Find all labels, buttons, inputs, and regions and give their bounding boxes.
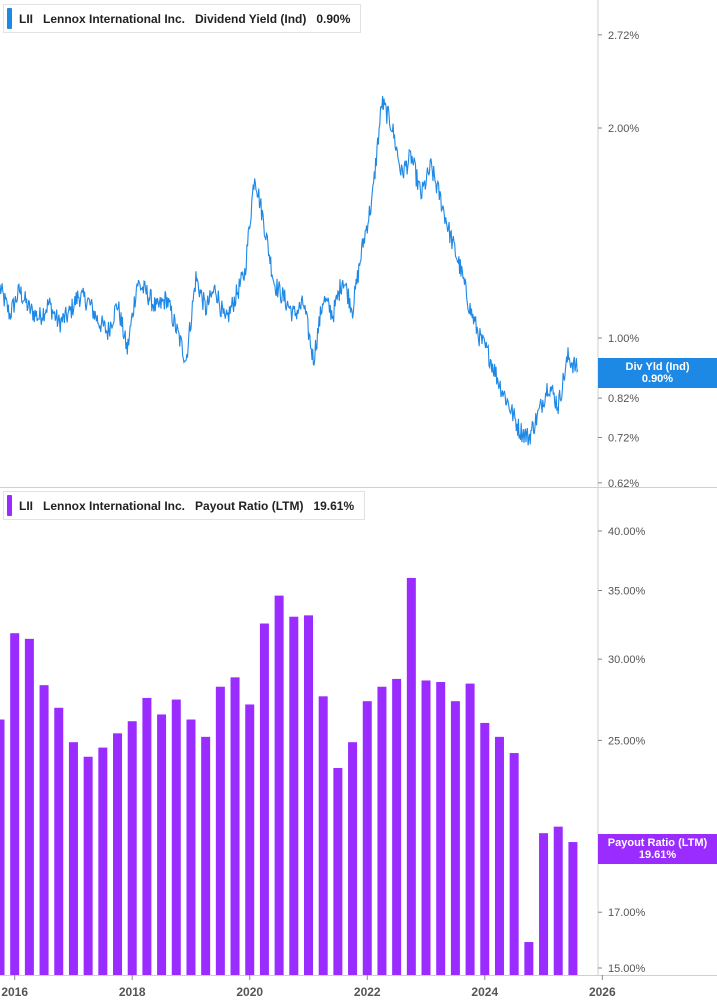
payout-bar [186,719,196,975]
x-tick-label: 2016 [1,985,28,999]
payout-swatch [7,495,12,516]
payout-bar [436,682,446,975]
payout-bar [303,615,313,975]
payout-bar [201,736,211,975]
payout-tag-label: Payout Ratio (LTM) [607,837,708,849]
payout-bar [480,722,490,975]
yield-tag-label: Div Yld (Ind) [625,361,690,373]
payout-bar [406,577,416,975]
yield-metric: Dividend Yield (Ind) [195,11,307,26]
yield-y-tick-label: 2.00% [608,123,639,135]
payout-legend[interactable]: LII Lennox International Inc. Payout Rat… [3,491,366,520]
payout-bar [274,595,284,975]
payout-bar [318,696,328,975]
payout-bar [157,714,167,975]
yield-y-tick-label: 2.72% [608,30,639,42]
yield-value: 0.90% [316,11,351,26]
payout-bar [68,742,78,975]
yield-swatch [7,8,12,29]
payout-bar [127,721,137,975]
yield-y-tick-label: 0.62% [608,478,639,490]
payout-bar [421,680,431,975]
payout-bar [142,697,152,975]
payout-bar [509,753,519,975]
yield-y-tick-label: 0.82% [608,393,639,405]
payout-bar [494,736,504,975]
payout-bar [553,826,563,975]
x-tick-label: 2026 [589,985,616,999]
payout-price-tag: Payout Ratio (LTM) 19.61% [598,834,717,864]
payout-bar [39,685,49,975]
yield-company: Lennox International Inc. [43,11,186,26]
payout-bar [362,701,372,975]
payout-bar [450,701,460,975]
payout-bar [171,699,181,975]
payout-bar [54,707,64,975]
payout-bar [539,833,549,975]
payout-bar [259,623,269,975]
payout-y-tick-label: 35.00% [608,585,646,597]
payout-bar [215,686,225,975]
x-tick-label: 2020 [236,985,263,999]
payout-bar [0,719,5,975]
x-tick-label: 2018 [119,985,146,999]
payout-value: 19.61% [313,498,355,513]
yield-legend[interactable]: LII Lennox International Inc. Dividend Y… [3,4,362,33]
payout-bars [0,577,578,975]
x-tick-label: 2022 [354,985,381,999]
payout-bar [333,767,343,975]
payout-bar [377,686,387,975]
payout-y-tick-label: 40.00% [608,526,646,538]
yield-line [0,95,579,446]
payout-bar [98,747,108,975]
yield-y-tick-label: 1.00% [608,333,639,345]
payout-bar [348,742,358,975]
payout-bar [83,756,93,975]
payout-y-tick-label: 25.00% [608,735,646,747]
payout-bar [289,616,299,975]
payout-bar [392,678,402,975]
payout-tag-value: 19.61% [638,849,677,861]
payout-bar [113,733,123,975]
payout-bar [245,704,255,975]
payout-bar [10,633,20,975]
yield-series-line [0,95,579,446]
payout-bar [568,842,578,975]
x-tick-label: 2024 [471,985,498,999]
yield-ticker: LII [19,11,33,26]
payout-bar [524,942,534,975]
payout-y-tick-label: 15.00% [608,963,646,975]
yield-y-tick-label: 0.72% [608,433,639,445]
yield-tag-value: 0.90% [641,373,674,385]
payout-bar [24,638,34,975]
payout-y-tick-label: 30.00% [608,654,646,666]
payout-y-tick-label: 17.00% [608,907,646,919]
payout-metric: Payout Ratio (LTM) [195,498,304,513]
payout-ticker: LII [19,498,33,513]
yield-price-tag: Div Yld (Ind) 0.90% [598,358,717,388]
payout-bar [465,683,475,975]
payout-bar [230,677,240,975]
payout-company: Lennox International Inc. [43,498,186,513]
